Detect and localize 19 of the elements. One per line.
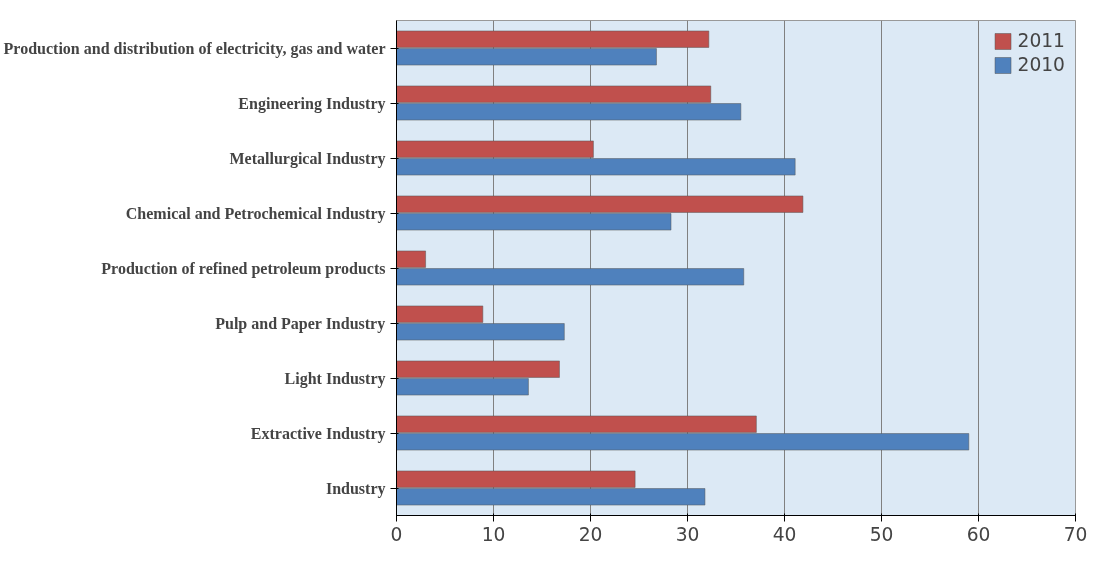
y-tick-label: Chemical and Petrochemical Industry (125, 204, 386, 223)
x-tick-label: 50 (869, 523, 894, 545)
y-tick-label: Production and distribution of electricity, gas and water (3, 39, 386, 58)
x-tick-label: 70 (1063, 523, 1088, 545)
x-tick-label: 10 (481, 523, 506, 545)
legend-label: 2010 (1017, 54, 1065, 75)
x-tick-label: 60 (966, 523, 991, 545)
x-tick-label: 40 (772, 523, 797, 545)
y-tick-label: Industry (325, 479, 386, 498)
x-tick-label: 0 (390, 523, 403, 545)
y-tick-label: Light Industry (284, 369, 386, 388)
y-tick-label: Pulp and Paper Industry (215, 314, 386, 333)
x-tick-label: 20 (578, 523, 603, 545)
x-tick-label: 30 (675, 523, 700, 545)
legend-label: 2011 (1017, 30, 1065, 51)
y-tick-label: Engineering Industry (238, 94, 386, 113)
y-tick-label: Production of refined petroleum products (101, 259, 386, 278)
y-tick-label: Metallurgical Industry (229, 149, 386, 168)
y-tick-label: Extractive Industry (250, 424, 386, 443)
